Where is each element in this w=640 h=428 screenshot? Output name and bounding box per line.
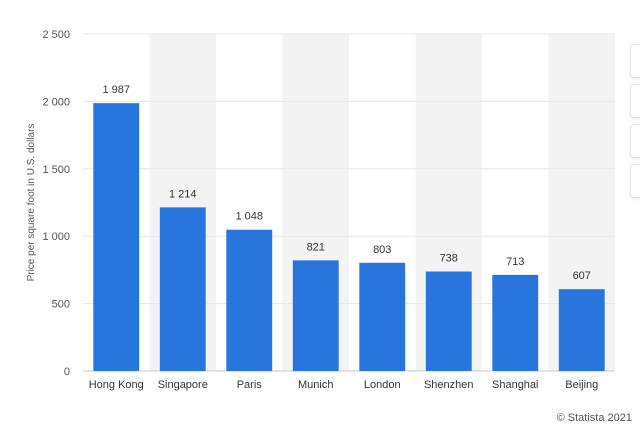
bar [159, 207, 206, 371]
data-label: 1 987 [102, 84, 130, 96]
bars [93, 103, 605, 371]
bar [226, 229, 273, 371]
side-toolbar-button[interactable] [630, 84, 640, 118]
copyright-text: © Statista 2021 [556, 412, 632, 424]
y-tick-label: 2 500 [42, 29, 70, 41]
y-tick-label: 1 500 [42, 164, 70, 176]
data-label: 738 [440, 253, 458, 265]
x-tick-label: London [364, 379, 401, 391]
bar [425, 271, 472, 371]
y-tick-label: 500 [52, 299, 70, 311]
data-label: 821 [307, 241, 325, 253]
side-toolbar-button[interactable] [630, 124, 640, 158]
x-axis-labels: Hong Kong Singapore Paris Munich London Shenz… [89, 379, 599, 391]
data-label: 713 [506, 256, 524, 268]
bar [359, 262, 406, 371]
data-label: 1 214 [169, 188, 197, 200]
y-tick-label: 2 000 [42, 96, 70, 108]
bar [558, 289, 605, 371]
bar [292, 260, 339, 371]
x-tick-label: Shenzhen [424, 379, 474, 391]
data-label: 607 [573, 270, 591, 282]
data-label: 1 048 [235, 211, 263, 223]
y-axis-ticks: 0 500 1 000 1 500 2 000 2 500 [42, 29, 70, 378]
y-axis-title: Price per square foot in U.S. dollars [26, 124, 37, 282]
side-toolbar-button[interactable] [630, 44, 640, 78]
x-tick-label: Shanghai [492, 379, 539, 391]
x-tick-label: Singapore [158, 379, 208, 391]
y-tick-label: 1 000 [42, 231, 70, 243]
x-tick-label: Hong Kong [89, 379, 144, 391]
bar [93, 103, 140, 371]
y-tick-label: 0 [64, 366, 70, 378]
x-tick-label: Munich [298, 379, 333, 391]
x-tick-label: Paris [237, 379, 263, 391]
data-labels: 1 987 1 214 1 048 821 803 738 713 607 [102, 84, 590, 282]
bar [492, 274, 539, 371]
side-toolbar-button[interactable] [630, 164, 640, 198]
x-tick-label: Beijing [565, 379, 598, 391]
data-label: 803 [373, 244, 391, 256]
